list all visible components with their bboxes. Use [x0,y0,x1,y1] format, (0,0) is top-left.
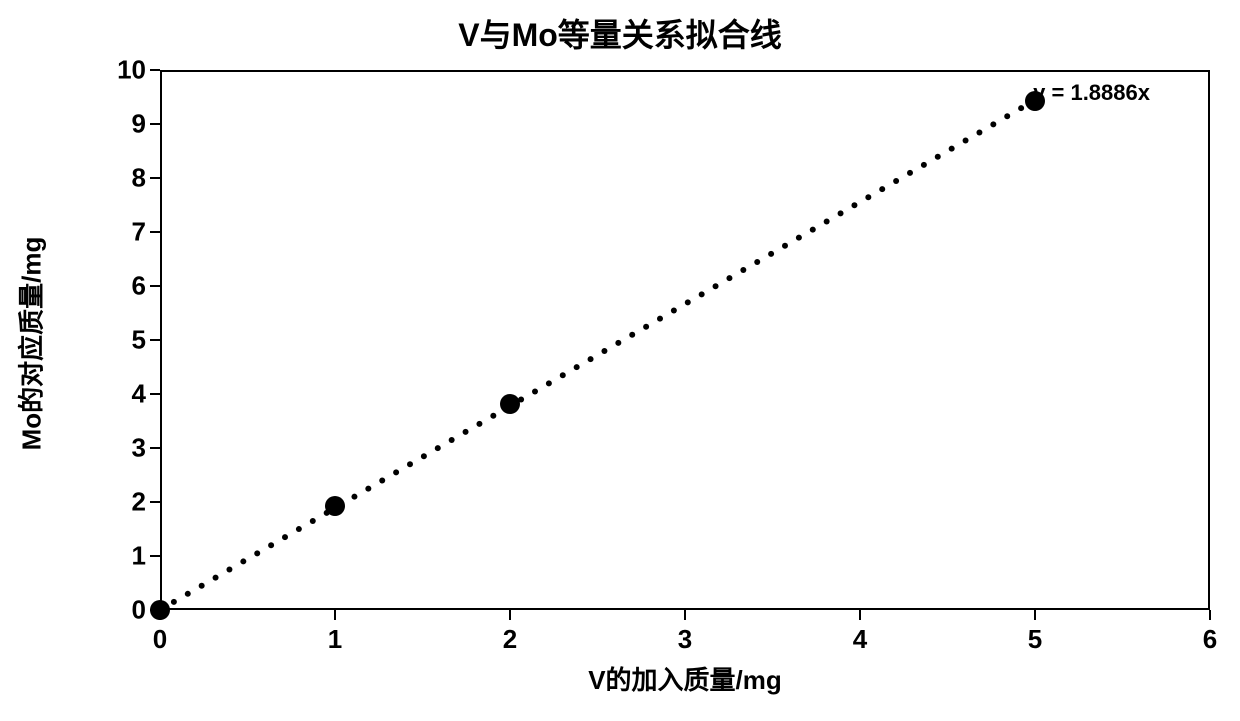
y-tick-mark [150,69,160,71]
y-tick-label: 9 [132,109,146,140]
equation-annotation: y = 1.8886x [1033,80,1150,106]
y-tick-mark [150,285,160,287]
y-axis-label: Mo的对应质量/mg [12,194,49,494]
y-tick-label: 8 [132,163,146,194]
x-tick-mark [1034,610,1036,620]
fit-line [0,0,1240,721]
y-tick-label: 4 [132,379,146,410]
y-tick-label: 7 [132,217,146,248]
x-tick-mark [509,610,511,620]
x-tick-label: 6 [1203,624,1217,655]
x-tick-mark [684,610,686,620]
chart-container: V与Mo等量关系拟合线 Mo的对应质量/mg V的加入质量/mg y = 1.8… [0,0,1240,721]
y-tick-mark [150,339,160,341]
y-tick-mark [150,555,160,557]
y-tick-mark [150,501,160,503]
y-tick-mark [150,231,160,233]
x-tick-label: 3 [678,624,692,655]
y-tick-label: 1 [132,541,146,572]
y-tick-label: 6 [132,271,146,302]
y-tick-mark [150,393,160,395]
y-tick-label: 10 [117,55,146,86]
x-tick-label: 5 [1028,624,1042,655]
x-tick-label: 4 [853,624,867,655]
x-axis-label: V的加入质量/mg [588,660,782,697]
data-point [325,496,345,516]
y-tick-label: 5 [132,325,146,356]
data-point [1025,91,1045,111]
data-point [150,600,170,620]
x-tick-mark [1209,610,1211,620]
y-tick-mark [150,123,160,125]
data-point [500,394,520,414]
y-tick-label: 0 [132,595,146,626]
y-tick-mark [150,447,160,449]
x-tick-label: 0 [153,624,167,655]
x-tick-label: 2 [503,624,517,655]
x-tick-mark [859,610,861,620]
x-tick-mark [334,610,336,620]
y-tick-label: 2 [132,487,146,518]
y-tick-mark [150,177,160,179]
x-tick-label: 1 [328,624,342,655]
y-tick-label: 3 [132,433,146,464]
